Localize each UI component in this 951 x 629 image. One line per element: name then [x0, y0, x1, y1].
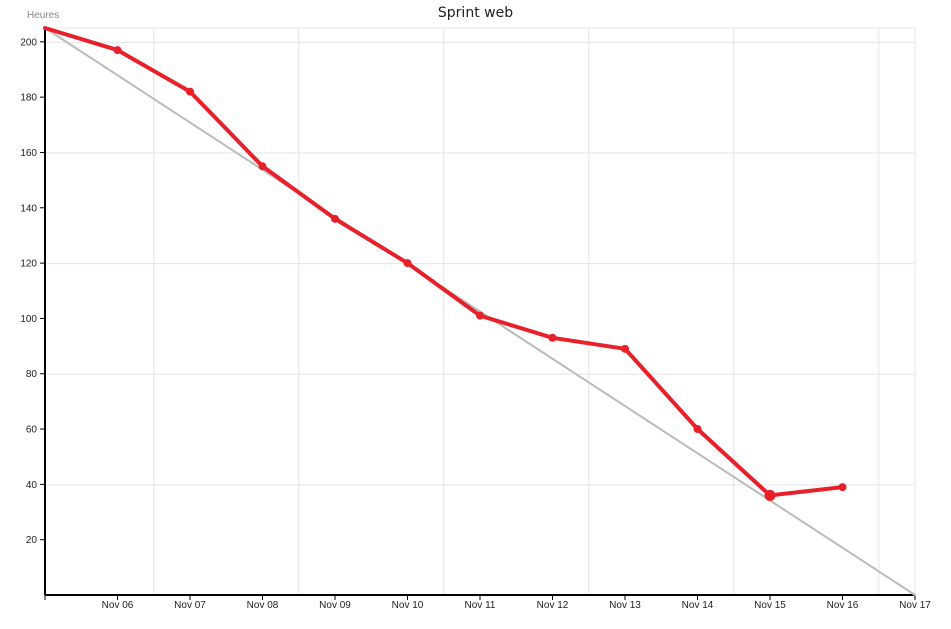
data-point [621, 344, 629, 353]
y-tick-label: 200 [20, 37, 37, 48]
y-tick-label: 160 [20, 148, 37, 159]
x-tick-label: Nov 12 [537, 600, 569, 611]
y-tick-label: 80 [26, 369, 38, 380]
data-point [476, 311, 484, 320]
x-tick-label: Nov 07 [174, 600, 206, 611]
y-axis-unit-label: Heures [27, 10, 60, 21]
data-point [186, 87, 194, 96]
x-tick-label: Nov 15 [754, 600, 786, 611]
data-point [113, 46, 122, 55]
x-tick-label: Nov 10 [392, 600, 424, 611]
data-point [838, 483, 847, 492]
x-tick-label: Nov 08 [247, 600, 279, 611]
grid-lines [45, 27, 916, 595]
x-tick-label: Nov 09 [319, 600, 351, 611]
data-point [403, 259, 412, 268]
x-tick-label: Nov 17 [899, 600, 931, 611]
y-tick-label: 40 [26, 480, 38, 491]
chart-title: Sprint web [437, 5, 514, 21]
data-point [764, 489, 776, 501]
y-tick-label: 140 [20, 203, 37, 214]
data-points [113, 46, 847, 501]
y-tick-label: 60 [26, 425, 38, 436]
x-tick-label: Nov 06 [102, 600, 134, 611]
y-tick-label: 180 [20, 93, 37, 104]
x-tick-label: Nov 13 [609, 600, 641, 611]
series-lines [43, 26, 916, 596]
ideal-burndown-line [44, 27, 916, 596]
y-tick-label: 20 [26, 535, 38, 546]
y-tick-label: 100 [20, 314, 37, 325]
actual-remaining-line [43, 26, 845, 498]
data-point [331, 214, 339, 223]
x-tick-label: Nov 11 [465, 600, 496, 611]
x-tick-label: Nov 14 [682, 600, 714, 611]
data-point [693, 425, 702, 434]
y-tick-label: 120 [20, 259, 37, 270]
data-point [258, 162, 267, 171]
axes: 20 40 60 80 100 120 140 160 180 200 Nov 06 Nov 07 No… [20, 28, 931, 611]
data-point [548, 333, 557, 342]
x-tick-label: Nov 16 [827, 600, 859, 611]
